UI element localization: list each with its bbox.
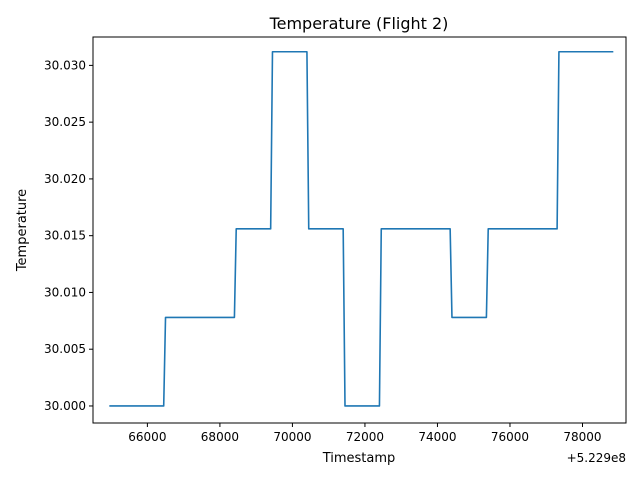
y-tick-label: 30.015 — [44, 229, 86, 243]
x-tick-label: 78000 — [563, 430, 601, 444]
y-tick-label: 30.000 — [44, 399, 86, 413]
x-tick-label: 68000 — [201, 430, 239, 444]
x-tick-label: 66000 — [128, 430, 166, 444]
y-tick-label: 30.005 — [44, 342, 86, 356]
chart-title: Temperature (Flight 2) — [269, 14, 449, 33]
plot-area — [109, 50, 614, 407]
y-tick-label: 30.020 — [44, 172, 86, 186]
y-tick-label: 30.010 — [44, 285, 86, 299]
x-tick-label: 74000 — [418, 430, 456, 444]
y-axis-label: Temperature — [15, 189, 30, 272]
series-line — [109, 50, 614, 407]
x-tick-label: 72000 — [346, 430, 384, 444]
x-axis-ticks: 66000 68000 70000 72000 74000 76000 78000 — [128, 423, 602, 444]
axes-frame — [92, 36, 627, 424]
x-tick-label: 76000 — [491, 430, 529, 444]
y-tick-label: 30.030 — [44, 58, 86, 72]
x-tick-label: 70000 — [273, 430, 311, 444]
y-tick-label: 30.025 — [44, 115, 86, 129]
x-axis-label: Timestamp — [322, 451, 396, 466]
y-axis-ticks: 30.000 30.005 30.010 30.015 30.020 30.025 30.0… — [44, 58, 93, 413]
x-offset-label: +5.229e8 — [567, 451, 626, 465]
